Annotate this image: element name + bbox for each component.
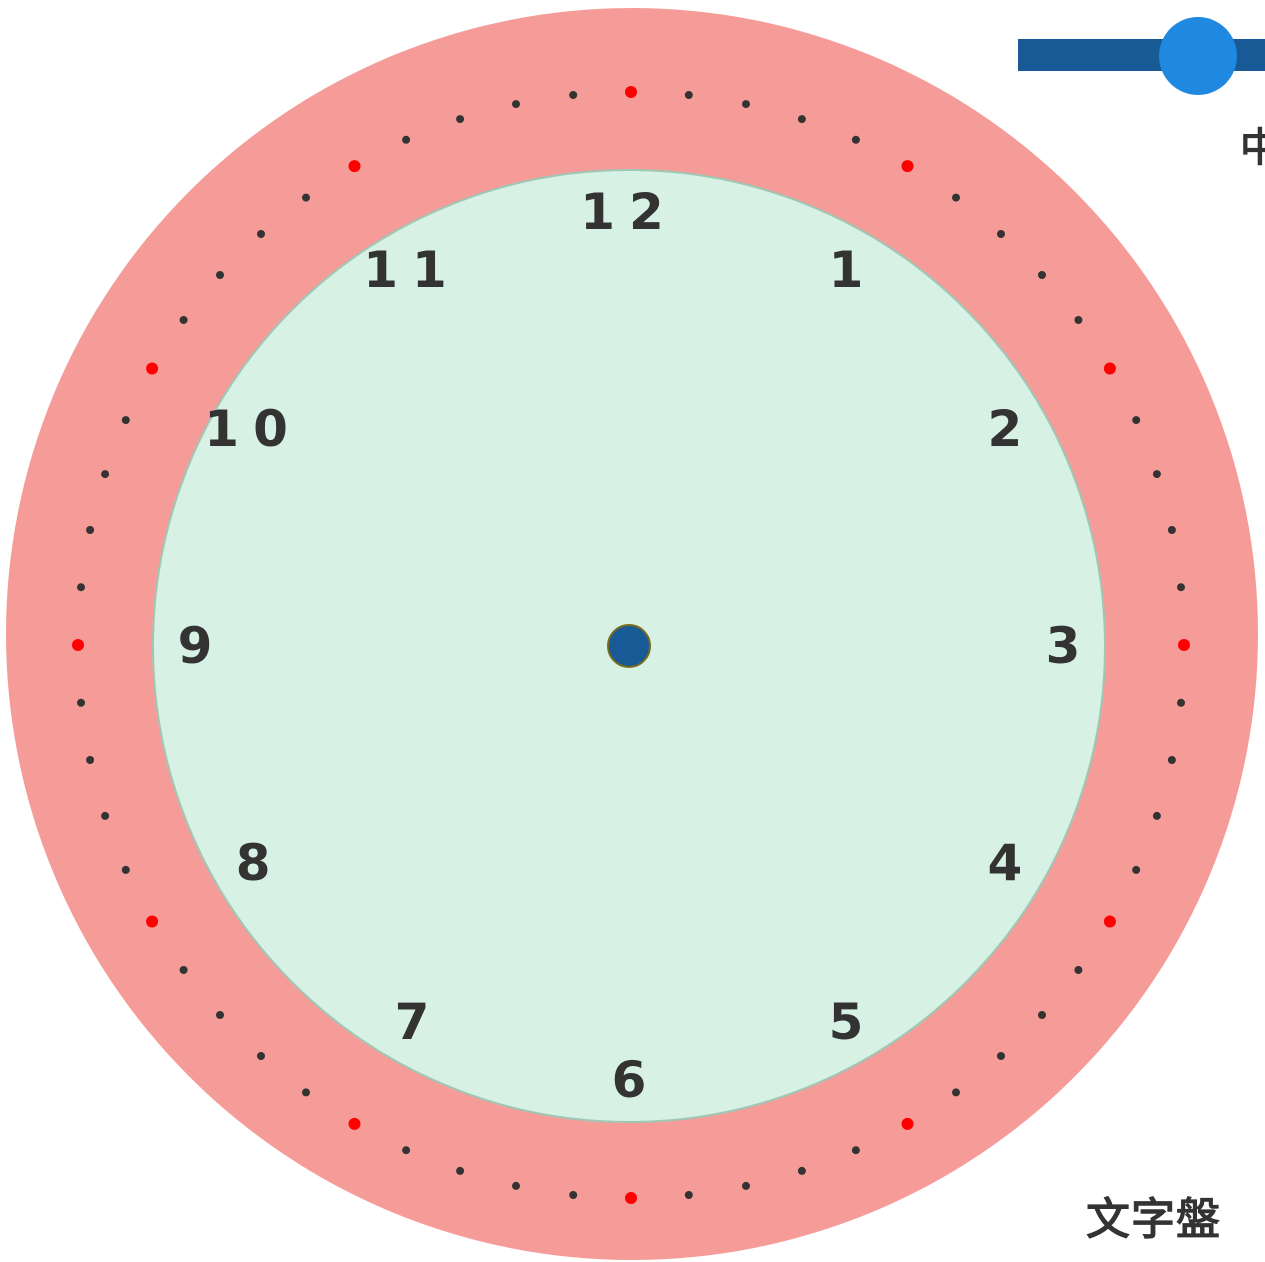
minute-dot [569, 1191, 578, 1199]
minute-dot [121, 865, 130, 874]
five-minute-dot [625, 86, 637, 98]
minute-dot [86, 526, 95, 534]
minute-dot [1074, 316, 1083, 324]
hour-numeral-10: 10 [204, 400, 302, 458]
minute-dot [997, 230, 1005, 238]
minute-dot [402, 135, 411, 144]
minute-dot [77, 583, 85, 592]
minute-dot [302, 1088, 310, 1097]
minute-dot [402, 1146, 411, 1155]
five-minute-dot [348, 1117, 361, 1130]
hour-numeral-7: 7 [395, 993, 430, 1051]
five-minute-dot [146, 362, 159, 375]
five-minute-dot [625, 1192, 637, 1204]
minute-dot [257, 230, 265, 238]
minute-dot [952, 1088, 960, 1097]
hour-numeral-3: 3 [1046, 617, 1081, 675]
five-minute-dot [901, 1117, 914, 1130]
slider-value-label: 中 [1240, 125, 1265, 171]
minute-dot [1132, 865, 1141, 874]
minute-dot [1074, 966, 1083, 974]
hour-numeral-1: 1 [829, 241, 864, 299]
minute-dot [1167, 756, 1176, 764]
minute-dot [257, 1052, 265, 1060]
size-slider[interactable] [1018, 17, 1265, 97]
minute-dot [742, 1181, 750, 1190]
minute-dot [1038, 271, 1046, 279]
minute-dot [851, 1146, 860, 1155]
minute-dot [797, 1166, 806, 1175]
minute-dot [1132, 416, 1141, 425]
minute-dot [1038, 1011, 1046, 1019]
minute-dot [86, 756, 95, 764]
hour-numeral-6: 6 [612, 1051, 647, 1109]
five-minute-dot [146, 915, 159, 928]
hour-numeral-2: 2 [988, 400, 1023, 458]
minute-dot [77, 698, 85, 707]
minute-dot [1167, 526, 1176, 534]
five-minute-dot [1178, 639, 1190, 651]
minute-dot [797, 115, 806, 124]
hour-numeral-12: 12 [580, 183, 678, 241]
hour-numeral-5: 5 [829, 993, 864, 1051]
minute-dot [216, 271, 224, 279]
five-minute-dot [1103, 915, 1116, 928]
hour-numeral-11: 11 [363, 241, 461, 299]
minute-dot [101, 470, 110, 479]
minute-dot [1152, 811, 1161, 820]
minute-dot [512, 1181, 520, 1190]
hour-numeral-9: 9 [178, 617, 213, 675]
minute-dot [1152, 470, 1161, 479]
five-minute-dot [348, 160, 361, 173]
five-minute-dot [72, 639, 84, 651]
minute-dot [302, 193, 310, 202]
minute-tick-group [72, 86, 1190, 1204]
minute-dot [997, 1052, 1005, 1060]
minute-dot [179, 316, 188, 324]
minute-dot [179, 966, 188, 974]
minute-dot [101, 811, 110, 820]
five-minute-dot [901, 160, 914, 173]
hour-numeral-4: 4 [988, 834, 1023, 892]
minute-dot [1177, 583, 1185, 592]
minute-dot [952, 193, 960, 202]
minute-dot [456, 115, 465, 124]
minute-dot [742, 100, 750, 109]
minute-dot [569, 91, 578, 99]
minute-dot [121, 416, 130, 425]
minute-dot [512, 100, 520, 109]
slider-thumb[interactable] [1159, 17, 1237, 95]
minute-dot [456, 1166, 465, 1175]
dial-label: 文字盤 [1086, 1194, 1221, 1245]
minute-dot [684, 91, 693, 99]
minute-dot [684, 1191, 693, 1199]
minute-dot [216, 1011, 224, 1019]
five-minute-dot [1103, 362, 1116, 375]
hour-numeral-8: 8 [236, 834, 271, 892]
minute-dot [1177, 698, 1185, 707]
minute-dot [851, 135, 860, 144]
clock-center-pin [607, 624, 651, 668]
